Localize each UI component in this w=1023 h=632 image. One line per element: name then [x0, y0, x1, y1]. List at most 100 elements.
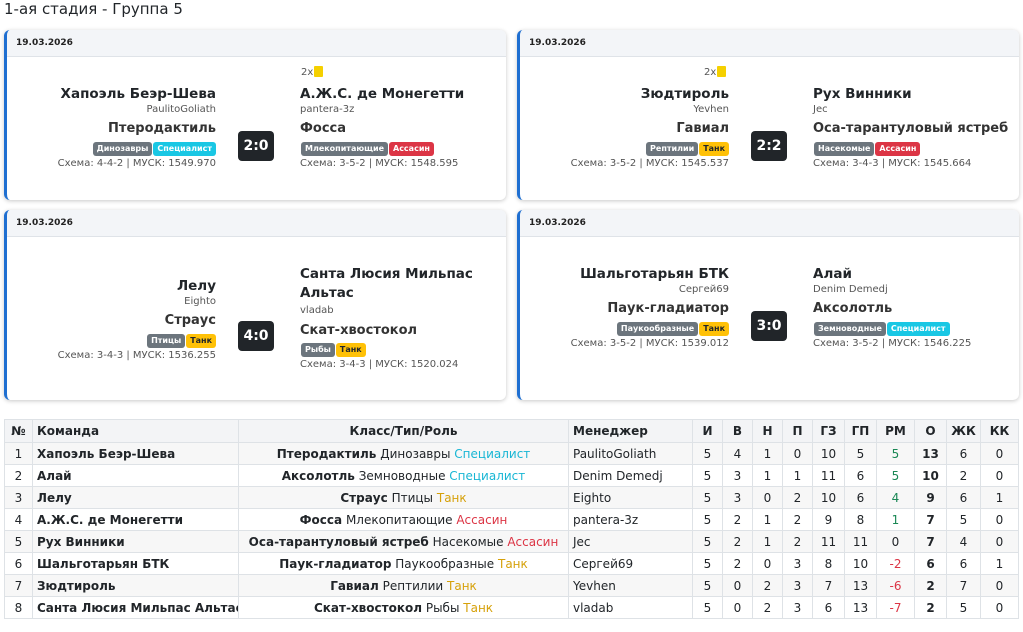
col-header-yellow-cards[interactable]: ЖК [946, 419, 981, 443]
match-score[interactable]: 2:2 [751, 131, 787, 161]
cell-team[interactable]: Рух Винники [32, 530, 239, 553]
away-schema: Схема: 3-5-2 | МУСК: 1548.595 [300, 157, 459, 169]
cell-number: 6 [4, 552, 33, 575]
cell-role: Специалист [449, 468, 526, 483]
cell-points: 2 [914, 596, 947, 619]
table-row[interactable]: 3 Лелу Страус Птицы Танк Eighto 5 3 0 2 10 6 4 9 6 1 [4, 486, 1019, 509]
cell-class-type-role: Оса-тарантуловый ястреб Насекомые Ассаси… [238, 530, 569, 553]
cell-red-cards: 1 [980, 552, 1019, 575]
yellow-card-icon [314, 66, 324, 77]
col-header-manager[interactable]: Менеджер [568, 419, 693, 443]
away-team-name[interactable]: Рух Винники [813, 86, 912, 102]
role-badge: Танк [186, 333, 216, 348]
match-date: 19.03.2026 [7, 30, 506, 57]
match-score[interactable]: 4:0 [238, 321, 274, 351]
col-header-team[interactable]: Команда [32, 419, 239, 443]
cell-manager[interactable]: pantera-3z [568, 508, 693, 531]
cell-red-cards: 0 [980, 442, 1019, 465]
home-schema: Схема: 3-5-2 | МУСК: 1545.537 [570, 157, 729, 169]
cell-team[interactable]: Алай [32, 464, 239, 487]
cell-manager[interactable]: vladab [568, 596, 693, 619]
cell-role: Танк [497, 556, 528, 571]
col-header-losses[interactable]: П [782, 419, 813, 443]
cell-class-type-role: Страус Птицы Танк [238, 486, 569, 509]
cell-team[interactable]: Шальготарьян БТК [32, 552, 239, 575]
away-team-name[interactable]: Алай [813, 266, 852, 282]
cell-wins: 0 [722, 596, 753, 619]
table-row[interactable]: 4 А.Ж.С. де Монегетти Фосса Млекопитающие … [4, 508, 1019, 531]
cell-manager[interactable]: Denim Demedj [568, 464, 693, 487]
cell-role: Ассасин [507, 534, 559, 549]
home-team-name[interactable]: Зюдтироль [640, 86, 729, 102]
cell-goal-diff: 4 [876, 486, 915, 509]
cell-points: 9 [914, 486, 947, 509]
table-row[interactable]: 7 Зюдтироль Гавиал Рептилии Танк Yevhen 5 0 2 3… [4, 574, 1019, 597]
cell-games: 5 [692, 596, 723, 619]
cell-role: Танк [436, 490, 467, 505]
cell-team[interactable]: Санта Люсия Мильпас Альтас [32, 596, 239, 619]
cell-games: 5 [692, 552, 723, 575]
cell-wins: 3 [722, 486, 753, 509]
away-team-name[interactable]: А.Ж.С. де Монегетти [300, 86, 465, 102]
col-header-goal-diff[interactable]: РМ [876, 419, 915, 443]
cell-draws: 1 [752, 530, 783, 553]
cell-yellow-cards: 7 [946, 574, 981, 597]
role-badge: Специалист [886, 321, 950, 336]
cell-team[interactable]: Лелу [32, 486, 239, 509]
home-team-name[interactable]: Хапоэль Беэр-Шева [60, 86, 216, 102]
cell-class: Аксолотль [281, 468, 355, 483]
cell-wins: 2 [722, 552, 753, 575]
col-header-draws[interactable]: Н [752, 419, 783, 443]
home-team-name[interactable]: Лелу [176, 278, 216, 294]
home-team-name[interactable]: Шальготарьян БТК [580, 266, 729, 282]
away-schema: Схема: 3-4-3 | МУСК: 1545.664 [813, 157, 972, 169]
cell-role: Ассасин [456, 512, 508, 527]
table-row[interactable]: 8 Санта Люсия Мильпас Альтас Скат-хвостоко… [4, 596, 1019, 619]
table-row[interactable]: 1 Хапоэль Беэр-Шева Птеродактиль Динозавры… [4, 442, 1019, 465]
table-row[interactable]: 6 Шальготарьян БТК Паук-гладиатор Паукообр… [4, 552, 1019, 575]
cell-manager[interactable]: Eighto [568, 486, 693, 509]
match-score[interactable]: 2:0 [238, 131, 274, 161]
type-badge: Насекомые [814, 141, 875, 156]
cell-manager[interactable]: Yevhen [568, 574, 693, 597]
cell-goals-against: 6 [844, 486, 877, 509]
cell-yellow-cards: 4 [946, 530, 981, 553]
table-row[interactable]: 5 Рух Винники Оса-тарантуловый ястреб Насе… [4, 530, 1019, 553]
away-manager: Denim Demedj [813, 283, 888, 295]
col-header-goals-against[interactable]: ГП [844, 419, 877, 443]
cell-draws: 0 [752, 486, 783, 509]
cell-class-type-role: Скат-хвостокол Рыбы Танк [238, 596, 569, 619]
away-class: Аксолотль [813, 301, 893, 317]
away-team-name[interactable]: Санта Люсия Мильпас Альтас [300, 266, 473, 301]
match-score[interactable]: 3:0 [751, 311, 787, 341]
cell-number: 5 [4, 530, 33, 553]
cell-team[interactable]: Хапоэль Беэр-Шева [32, 442, 239, 465]
cell-team[interactable]: А.Ж.С. де Монегетти [32, 508, 239, 531]
col-header-games[interactable]: И [692, 419, 723, 443]
cell-manager[interactable]: Jec [568, 530, 693, 553]
match-date: 19.03.2026 [520, 210, 1019, 237]
col-header-class[interactable]: Класс/Тип/Роль [238, 419, 569, 443]
cell-goal-diff: -2 [876, 552, 915, 575]
cell-manager[interactable]: PaulitoGoliath [568, 442, 693, 465]
col-header-number[interactable]: № [4, 419, 33, 443]
cell-red-cards: 1 [980, 486, 1019, 509]
col-header-red-cards[interactable]: КК [980, 419, 1019, 443]
type-badge: Динозавры [92, 141, 153, 156]
cell-goals-for: 6 [812, 596, 845, 619]
cell-team[interactable]: Зюдтироль [32, 574, 239, 597]
cell-goal-diff: 0 [876, 530, 915, 553]
table-row[interactable]: 2 Алай Аксолотль Земноводные Специалист Den… [4, 464, 1019, 487]
col-header-wins[interactable]: В [722, 419, 753, 443]
cell-goal-diff: 5 [876, 442, 915, 465]
col-header-goals-for[interactable]: ГЗ [812, 419, 845, 443]
cell-draws: 1 [752, 442, 783, 465]
cell-class: Скат-хвостокол [313, 600, 423, 615]
col-header-points[interactable]: О [914, 419, 947, 443]
match-date: 19.03.2026 [7, 210, 506, 237]
table-header-row: № Команда Класс/Тип/Роль Менеджер И В Н … [4, 419, 1019, 443]
cell-manager[interactable]: Сергей69 [568, 552, 693, 575]
cell-games: 5 [692, 530, 723, 553]
type-badge: Паукообразные [616, 321, 699, 336]
cell-type: Птицы [391, 490, 434, 505]
